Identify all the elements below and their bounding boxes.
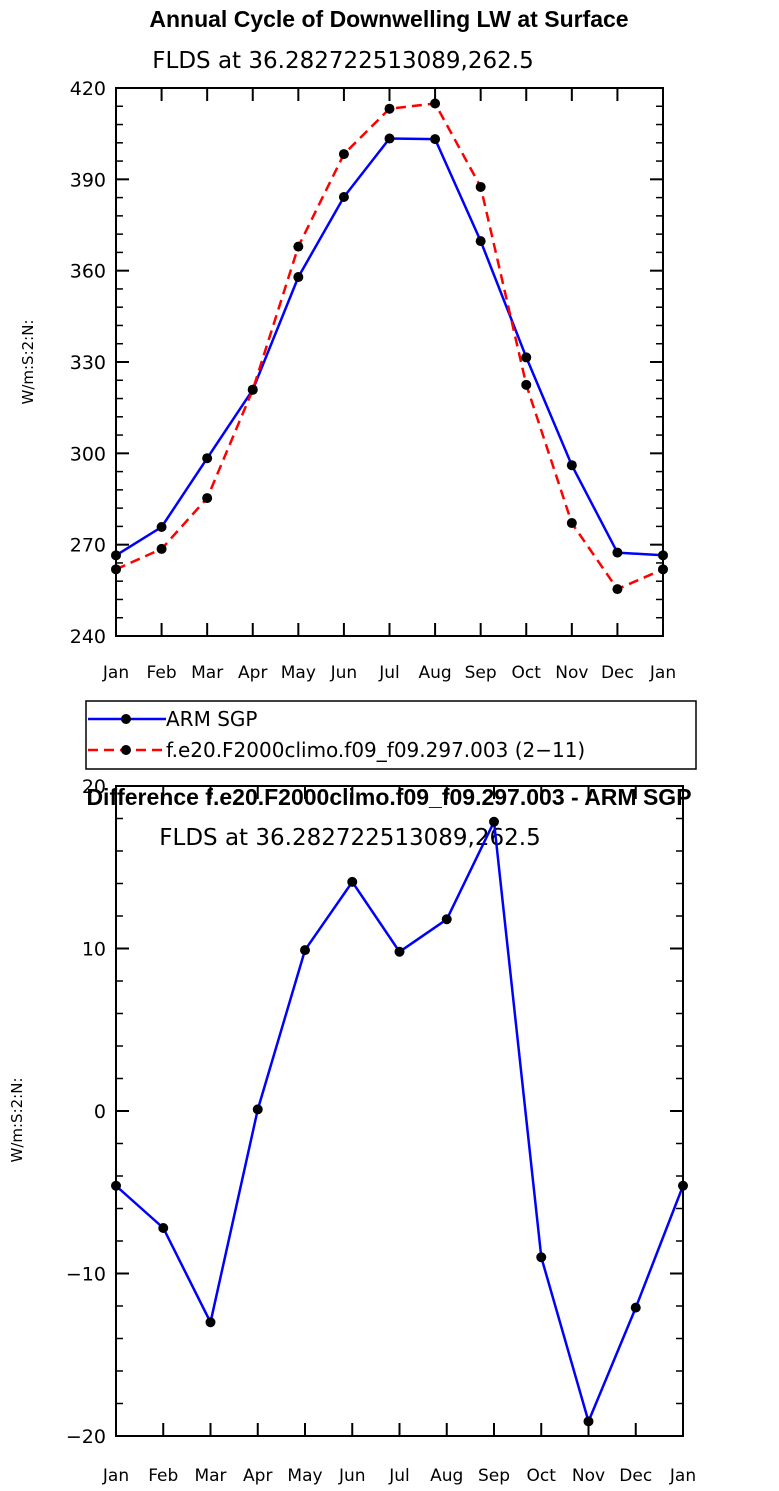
- series-line-0: [115, 137, 664, 557]
- data-point: [475, 181, 486, 192]
- data-point: [489, 816, 499, 827]
- data-point: [338, 191, 349, 202]
- legend: ARM SGP f.e20.F2000climo.f09_f09.297.003…: [85, 700, 697, 770]
- data-point: [566, 460, 577, 471]
- data-point: [583, 1416, 594, 1427]
- data-point: [247, 384, 258, 395]
- y-tick-label: −20: [66, 1426, 106, 1448]
- data-point: [430, 134, 441, 145]
- x-tick-label: Apr: [238, 663, 267, 683]
- legend-label-model: f.e20.F2000climo.f09_f09.297.003 (2−11): [166, 738, 585, 762]
- x-tick-label: Nov: [555, 663, 588, 683]
- legend-marker-arm-sgp: [121, 714, 131, 724]
- x-tick-label: May: [281, 663, 316, 683]
- x-tick-label: Dec: [619, 1466, 652, 1486]
- data-point: [536, 1252, 547, 1263]
- data-point: [566, 518, 577, 529]
- x-tick-label: Feb: [148, 1466, 178, 1486]
- data-point: [658, 550, 668, 561]
- x-tick-label: Jul: [388, 1466, 410, 1486]
- y-tick-label: 20: [82, 776, 106, 798]
- x-tick-label: Nov: [572, 1466, 605, 1486]
- series-line-1: [115, 102, 664, 591]
- data-point: [521, 379, 532, 390]
- x-tick-label: Oct: [527, 1466, 557, 1486]
- data-point: [156, 522, 167, 533]
- x-tick-label: Oct: [512, 663, 542, 683]
- x-tick-label: Feb: [147, 663, 177, 683]
- y-axis-label: W/m:S:2:N:: [19, 320, 37, 405]
- annual-cycle-chart: Annual Cycle of Downwelling LW at Surfac…: [19, 6, 697, 770]
- data-point: [430, 98, 441, 109]
- data-point: [612, 584, 623, 595]
- y-tick-label: 360: [70, 261, 106, 283]
- plot-area: 240 270 300 330 360 390 420 Jan Feb Mar Apr May Jun J…: [70, 78, 676, 683]
- legend-marker-model: [121, 745, 131, 755]
- data-point: [441, 914, 452, 925]
- data-point: [202, 493, 213, 504]
- x-tick-label: Jun: [338, 1466, 366, 1486]
- y-tick-label: 10: [82, 939, 106, 961]
- plot-frame: [115, 785, 684, 1437]
- data-point: [252, 1104, 263, 1115]
- x-tick-label: Apr: [243, 1466, 272, 1486]
- legend-box: [85, 700, 697, 770]
- x-tick-label: Jan: [102, 663, 129, 683]
- x-tick-label: Aug: [430, 1466, 463, 1486]
- data-point: [394, 946, 405, 957]
- y-tick-label: −10: [66, 1264, 106, 1286]
- chart-title: Difference f.e20.F2000climo.f09_f09.297.…: [86, 784, 691, 810]
- x-tick-label: Jan: [102, 1466, 129, 1486]
- data-point: [384, 103, 395, 114]
- data-point: [158, 1223, 169, 1233]
- x-tick-label: Jul: [378, 663, 400, 683]
- plot-area: −20 −10 0 10 20 Jan Feb Mar Apr May Jun Jul Aug Sep Oc…: [66, 776, 696, 1486]
- chart-title: Annual Cycle of Downwelling LW at Surfac…: [149, 6, 628, 32]
- x-tick-label: Jan: [649, 663, 676, 683]
- data-point: [293, 241, 304, 252]
- data-point: [630, 1302, 641, 1313]
- difference-chart: Difference f.e20.F2000climo.f09_f09.297.…: [8, 776, 696, 1486]
- chart-subtitle: FLDS at 36.282722513089,262.5: [152, 48, 533, 74]
- data-point: [658, 564, 668, 575]
- y-tick-label: 300: [70, 443, 106, 465]
- x-tick-label: Mar: [191, 663, 223, 683]
- data-point: [202, 453, 213, 464]
- data-point: [156, 543, 167, 554]
- data-point: [111, 550, 121, 561]
- data-point: [384, 133, 395, 144]
- y-axis-label: W/m:S:2:N:: [8, 1078, 26, 1163]
- data-point: [678, 1180, 688, 1191]
- x-tick-label: Aug: [418, 663, 451, 683]
- x-tick-label: Sep: [465, 663, 497, 683]
- x-tick-label: Jan: [669, 1466, 696, 1486]
- data-point: [111, 1180, 121, 1191]
- x-tick-label: Dec: [601, 663, 634, 683]
- series-line-0: [115, 820, 685, 1423]
- data-point: [293, 272, 304, 283]
- x-tick-label: Sep: [478, 1466, 510, 1486]
- x-tick-label: Mar: [194, 1466, 226, 1486]
- x-tick-label: Jun: [330, 663, 358, 683]
- y-tick-label: 390: [70, 169, 106, 191]
- data-point: [347, 876, 358, 887]
- y-tick-label: 420: [70, 78, 106, 100]
- y-tick-label: 240: [70, 626, 106, 648]
- data-point: [205, 1317, 216, 1328]
- x-tick-label: May: [287, 1466, 322, 1486]
- data-point: [338, 149, 349, 160]
- y-tick-label: 0: [94, 1101, 106, 1123]
- data-point: [521, 352, 532, 363]
- data-point: [300, 945, 310, 956]
- y-tick-label: 270: [70, 535, 106, 557]
- legend-label-arm-sgp: ARM SGP: [166, 707, 257, 731]
- data-point: [612, 547, 623, 558]
- chart-subtitle: FLDS at 36.282722513089,262.5: [159, 825, 540, 851]
- data-point: [111, 564, 121, 575]
- plot-frame: [115, 87, 664, 637]
- y-tick-label: 330: [70, 352, 106, 374]
- data-point: [475, 236, 486, 247]
